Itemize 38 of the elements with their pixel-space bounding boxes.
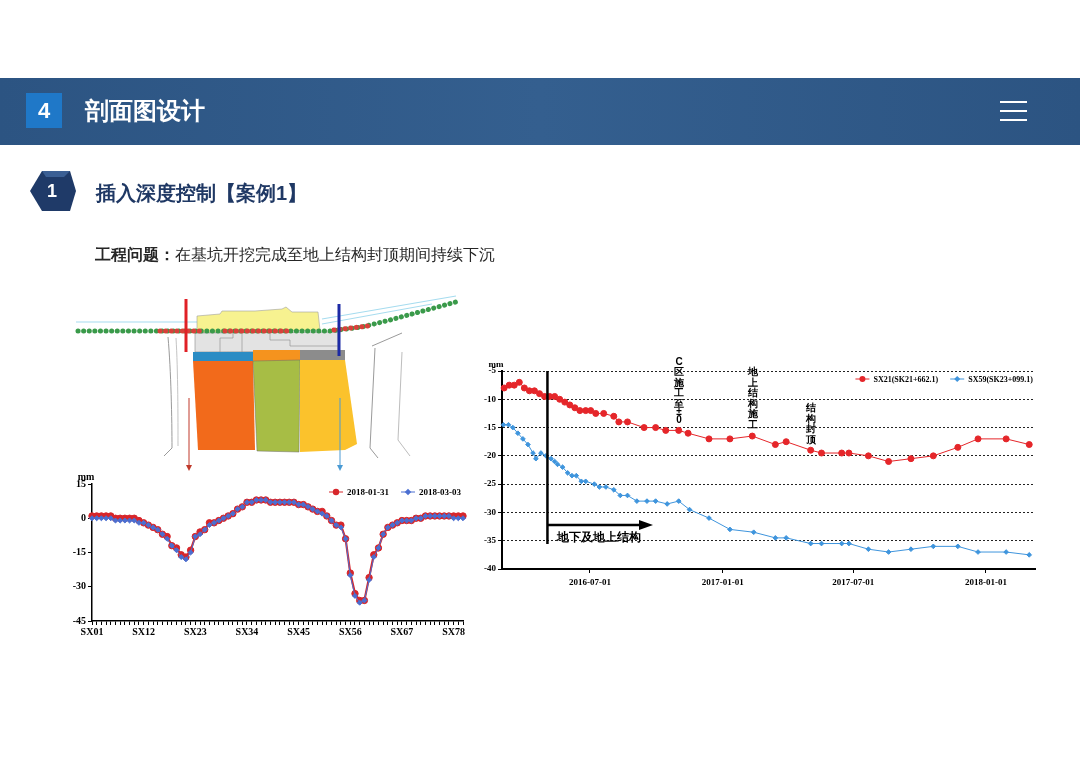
y-tick-label: -15 (72, 546, 86, 558)
annotation: 结构封顶 (804, 401, 817, 445)
y-tick-label: -20 (484, 450, 497, 461)
x-tick-label: 2016-07-01 (568, 576, 612, 587)
x-tick-label: SX23 (183, 625, 207, 637)
y-tick-label: -30 (484, 506, 497, 517)
text: 4 (26, 93, 62, 128)
text: 插入深度控制【案例1】 (96, 181, 308, 206)
y-tick-label: -15 (484, 421, 497, 432)
x-tick-label: 2017-01-01 (701, 576, 745, 587)
y-tick-label: -25 (484, 478, 497, 489)
ref-line-label: 地下及地上结构 (556, 530, 642, 545)
y-tick-label: -45 (72, 614, 86, 626)
y-tick-label: -40 (484, 563, 497, 574)
legend-label: SX21(SK21+662.1) (873, 374, 939, 384)
x-tick-label: SX67 (390, 625, 414, 637)
y-tick-label: -30 (72, 580, 86, 592)
legend-label: SX59(SK23+099.1) (968, 374, 1034, 384)
y-tick-label: 0 (81, 511, 86, 523)
legend-label: 2018-03-03 (419, 486, 462, 497)
y-axis-title: mm (488, 358, 504, 369)
text: 剖面图设计 (85, 96, 205, 126)
y-tick-label: -35 (484, 535, 497, 546)
x-tick-label: 2017-07-01 (832, 576, 875, 587)
x-tick-label: SX45 (287, 625, 311, 637)
text: 在基坑开挖完成至地上结构封顶期间持续下沉 (175, 246, 495, 263)
x-tick-label: SX56 (338, 625, 362, 637)
x-tick-label: 2018-01-01 (964, 576, 1008, 587)
x-tick-label: SX12 (132, 625, 156, 637)
x-tick-label: SX34 (235, 625, 259, 637)
x-tick-label: SX78 (442, 625, 466, 637)
annotation: 地上结构施工 (746, 366, 759, 430)
legend-label: 2018-01-31 (347, 486, 390, 497)
text: 1 (46, 180, 58, 203)
x-tick-label: SX01 (80, 625, 104, 637)
y-tick-label: -10 (484, 393, 497, 404)
text: 工程问题： (95, 246, 175, 263)
annotation: C区施工至±0 (672, 355, 685, 425)
